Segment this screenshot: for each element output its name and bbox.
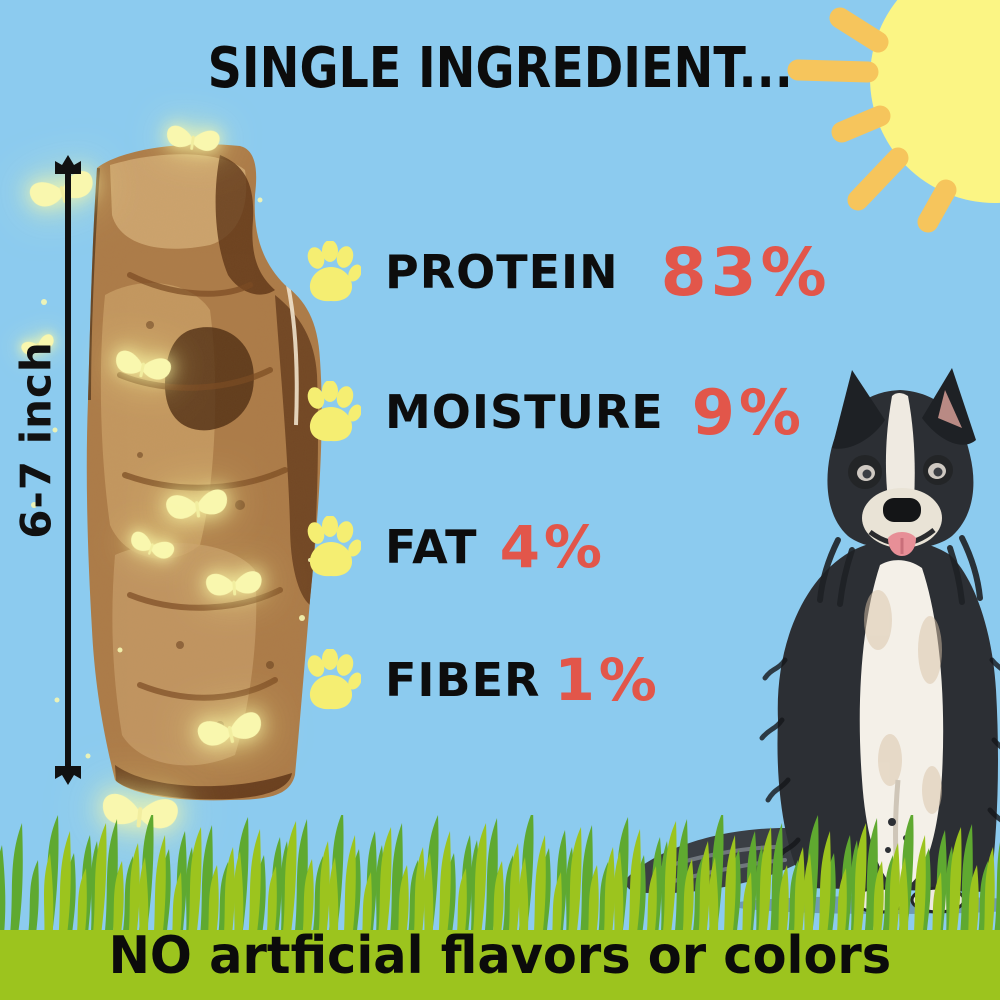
page-title: SINGLE INGREDIENT... xyxy=(207,36,793,101)
nutrition-row-fiber: FIBER 1% xyxy=(303,638,661,722)
nutrition-label: MOISTURE xyxy=(385,385,664,439)
paw-icon xyxy=(307,649,361,710)
paw-icon xyxy=(307,241,361,302)
paw-icon xyxy=(307,381,361,442)
nutrition-label: FAT xyxy=(385,520,478,574)
grass-decoration xyxy=(0,815,1000,1000)
nutrition-row-protein: PROTEIN 83% xyxy=(303,230,831,314)
bone-image xyxy=(86,144,322,801)
nutrition-value: 4% xyxy=(499,513,607,581)
sun-icon xyxy=(787,0,1000,233)
nutrition-label: PROTEIN xyxy=(385,245,619,299)
measurement-label: 6-7 inch xyxy=(11,341,61,539)
nutrition-row-fat: FAT 4% xyxy=(303,505,606,589)
nutrition-value: 83% xyxy=(660,233,831,311)
paw-icon xyxy=(307,516,361,577)
nutrition-label: FIBER xyxy=(385,653,541,707)
nutrition-value: 1% xyxy=(554,646,661,714)
footer-claim: NO artficial flavors or colors xyxy=(108,926,892,986)
nutrition-row-moisture: MOISTURE 9% xyxy=(303,370,805,454)
nutrition-value: 9% xyxy=(691,375,805,449)
measurement-arrow xyxy=(55,155,81,785)
